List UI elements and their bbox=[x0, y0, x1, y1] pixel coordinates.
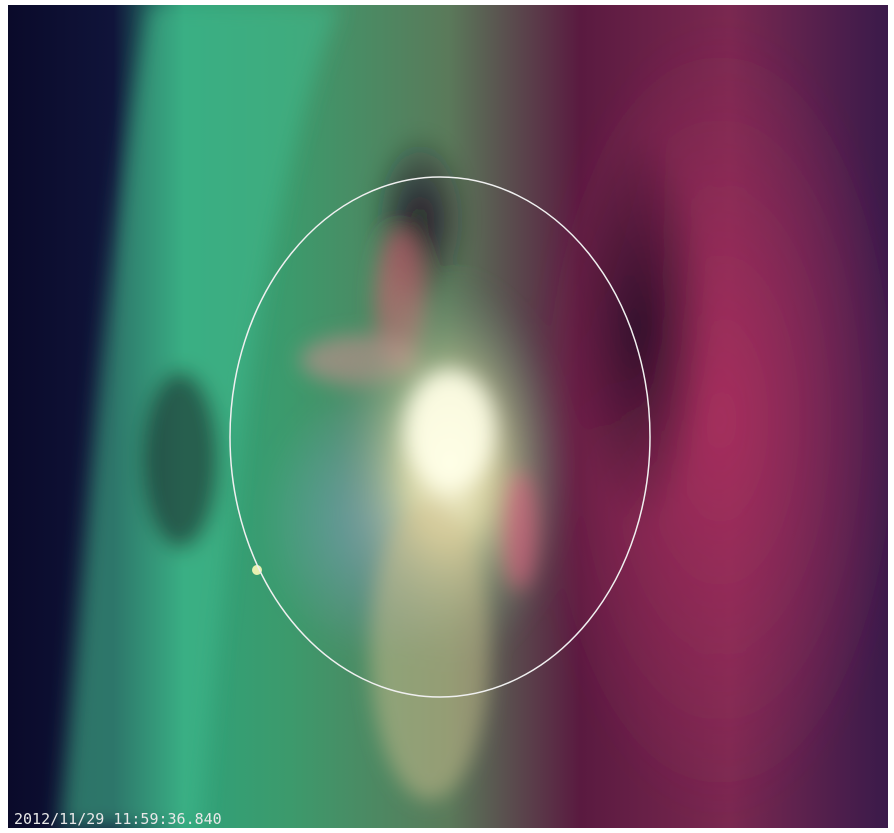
highlight-ellipse bbox=[229, 176, 651, 698]
sun-surface bbox=[8, 5, 888, 828]
timestamp: 2012/11/29 11:59:36.840 bbox=[14, 810, 222, 828]
